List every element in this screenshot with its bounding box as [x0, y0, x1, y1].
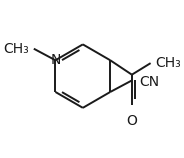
- Text: CH₃: CH₃: [155, 56, 181, 70]
- Text: CN: CN: [139, 75, 159, 89]
- Text: N: N: [50, 53, 61, 67]
- Text: CH₃: CH₃: [4, 42, 29, 56]
- Text: O: O: [126, 114, 137, 128]
